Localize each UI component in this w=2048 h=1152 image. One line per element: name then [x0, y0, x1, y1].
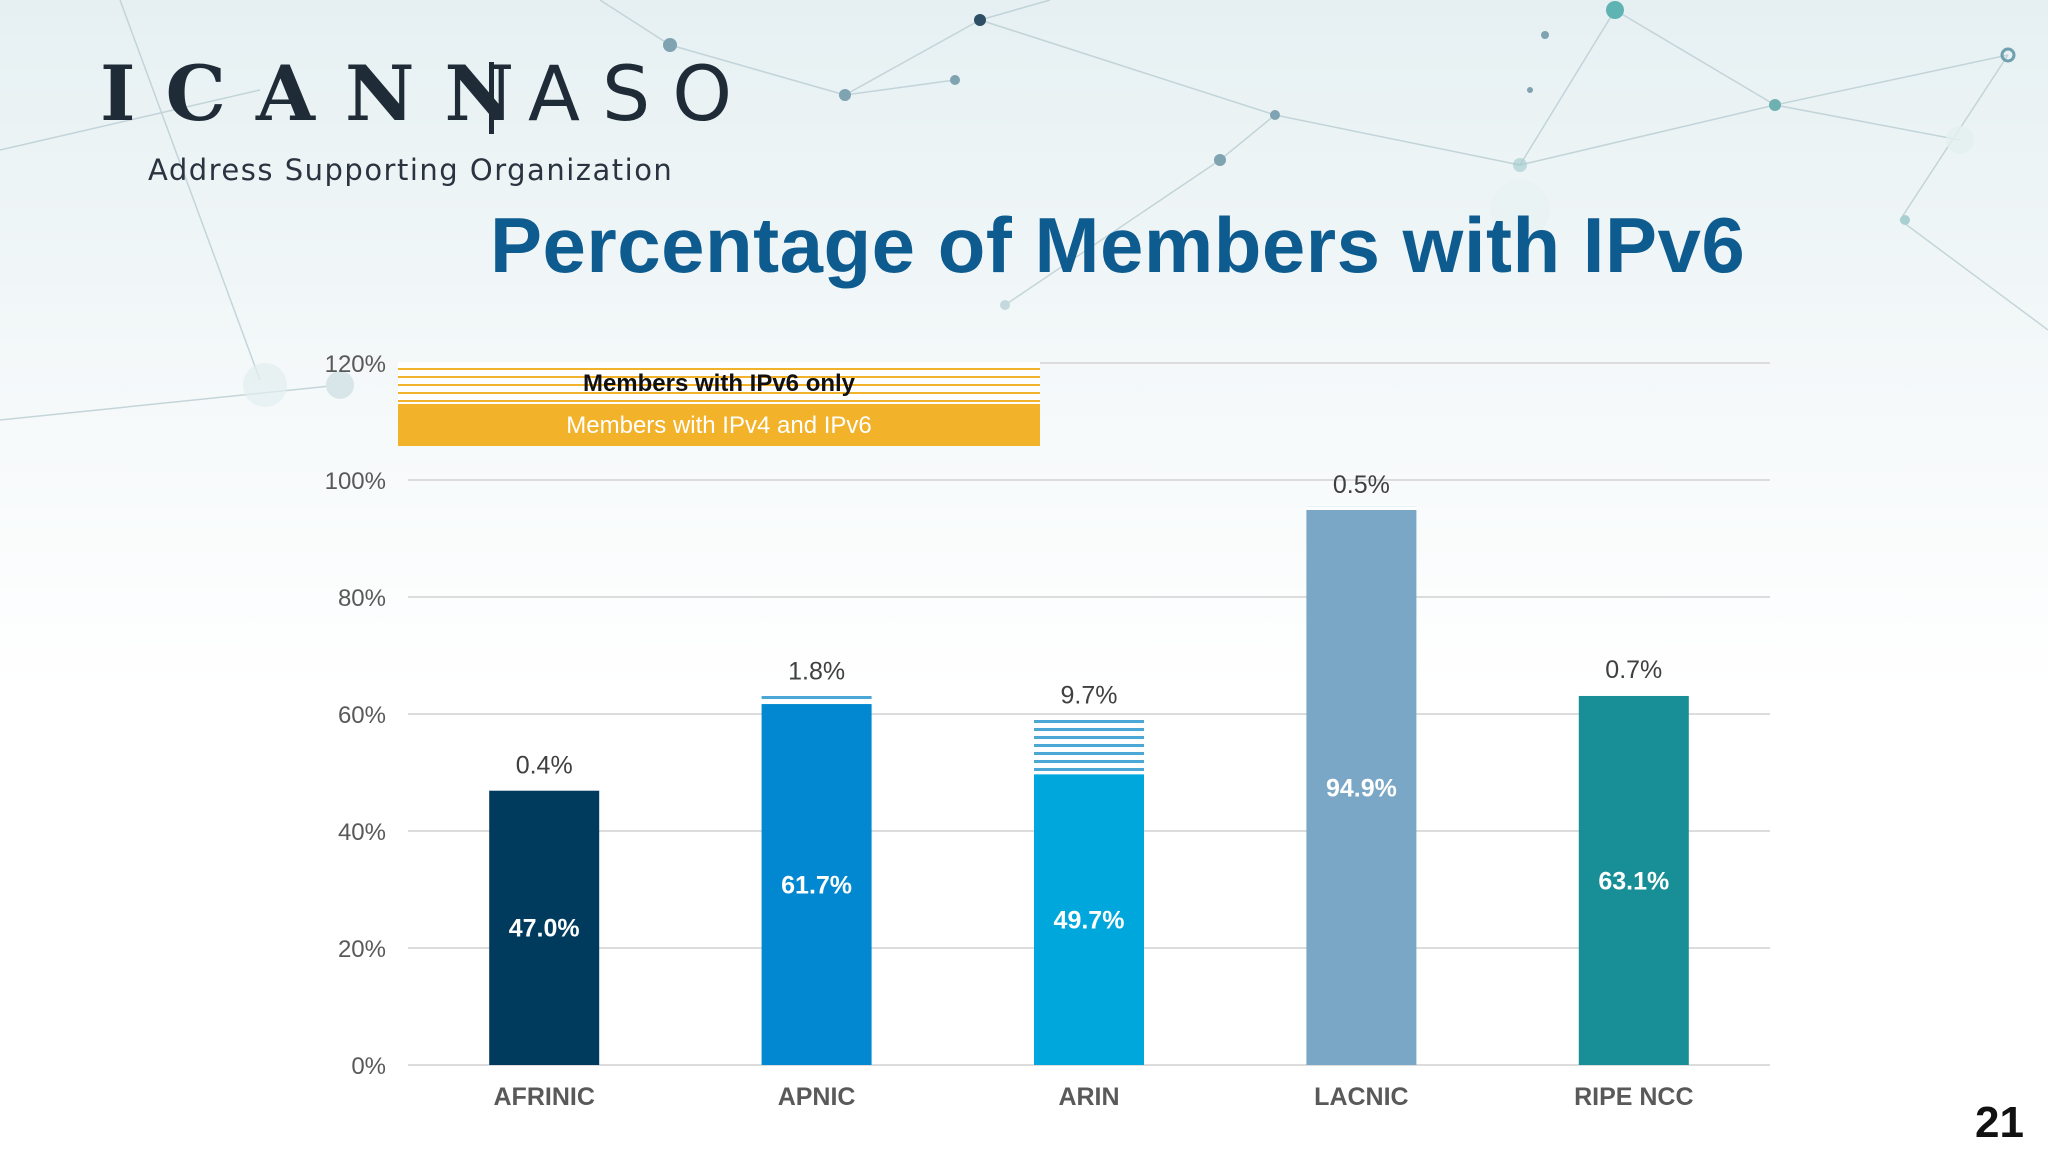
y-tick-label: 20%	[338, 936, 386, 963]
bar-ipv6-only	[1578, 691, 1689, 696]
aso-logo: ASO	[528, 49, 755, 138]
data-label-ipv4-ipv6: 47.0%	[509, 915, 580, 943]
x-category-label: LACNIC	[1314, 1083, 1408, 1111]
x-category-label: APNIC	[778, 1083, 856, 1111]
x-category-label: AFRINIC	[494, 1083, 595, 1111]
y-tick-label: 100%	[325, 468, 386, 495]
bar-ipv6-only	[1034, 717, 1144, 775]
logo-subtitle: Address Supporting Organization	[148, 153, 674, 187]
bar-ipv4-ipv6	[1578, 695, 1689, 1065]
data-label-ipv6-only: 1.8%	[788, 658, 845, 686]
bar-ipv6-only	[489, 787, 600, 791]
data-label-ipv4-ipv6: 61.7%	[781, 872, 852, 900]
legend-label-ipv4-ipv6: Members with IPv4 and IPv6	[566, 412, 871, 439]
legend-swatch-ipv6-only	[398, 362, 1040, 404]
data-label-ipv6-only: 0.5%	[1333, 471, 1390, 499]
y-tick-label: 40%	[338, 819, 386, 846]
data-label-ipv4-ipv6: 49.7%	[1054, 907, 1125, 935]
bar-ipv6-only	[1306, 506, 1417, 510]
bar-ipv4-ipv6	[761, 704, 872, 1065]
bar-ipv4-ipv6	[1034, 774, 1144, 1065]
y-tick-label: 80%	[338, 585, 386, 612]
logo-divider	[489, 62, 494, 134]
y-tick-label: 120%	[325, 351, 386, 378]
bar-ipv4-ipv6	[1306, 509, 1417, 1066]
x-category-label: RIPE NCC	[1574, 1083, 1693, 1111]
data-label-ipv4-ipv6: 63.1%	[1598, 867, 1669, 895]
data-label-ipv4-ipv6: 94.9%	[1326, 774, 1397, 802]
legend-label-ipv6-only: Members with IPv6 only	[583, 370, 856, 397]
data-label-ipv6-only: 9.7%	[1061, 682, 1118, 710]
page-title: Percentage of Members with IPv6	[490, 201, 1746, 289]
data-label-ipv6-only: 0.7%	[1605, 656, 1662, 684]
icann-logo: ICANN	[100, 49, 544, 138]
data-label-ipv6-only: 0.4%	[516, 752, 573, 780]
page-number: 21	[1975, 1098, 2024, 1147]
legend-swatch-ipv4-ipv6	[398, 404, 1040, 446]
y-tick-label: 60%	[338, 702, 386, 729]
x-category-label: ARIN	[1058, 1083, 1119, 1111]
bar-ipv6-only	[761, 693, 872, 705]
bar-ipv4-ipv6	[489, 790, 600, 1065]
y-tick-label: 0%	[351, 1053, 386, 1080]
